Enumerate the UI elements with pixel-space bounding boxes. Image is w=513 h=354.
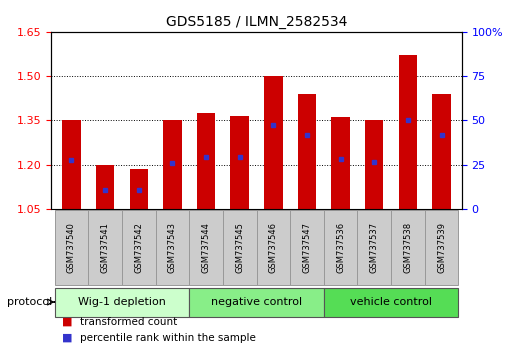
Bar (432, 94, 451, 209)
Bar (96, 165, 114, 209)
FancyBboxPatch shape (290, 210, 324, 285)
Text: GSM737542: GSM737542 (134, 222, 143, 273)
FancyBboxPatch shape (55, 210, 88, 285)
FancyBboxPatch shape (425, 210, 458, 285)
Text: transformed count: transformed count (80, 317, 177, 327)
Bar (331, 118, 350, 209)
Text: GSM737536: GSM737536 (336, 222, 345, 273)
FancyBboxPatch shape (122, 210, 155, 285)
Bar (129, 169, 148, 209)
Bar (298, 94, 316, 209)
Text: GSM737543: GSM737543 (168, 222, 177, 273)
FancyBboxPatch shape (223, 210, 256, 285)
Title: GDS5185 / ILMN_2582534: GDS5185 / ILMN_2582534 (166, 16, 347, 29)
Text: GSM737537: GSM737537 (370, 222, 379, 273)
Text: percentile rank within the sample: percentile rank within the sample (80, 333, 255, 343)
FancyBboxPatch shape (324, 288, 458, 317)
FancyBboxPatch shape (324, 210, 358, 285)
Text: negative control: negative control (211, 297, 302, 307)
FancyBboxPatch shape (55, 288, 189, 317)
Bar (163, 120, 182, 209)
Text: GSM737545: GSM737545 (235, 222, 244, 273)
Text: GSM737546: GSM737546 (269, 222, 278, 273)
Bar (264, 76, 283, 209)
FancyBboxPatch shape (155, 210, 189, 285)
Text: GSM737541: GSM737541 (101, 222, 110, 273)
Bar (230, 116, 249, 209)
Bar (197, 113, 215, 209)
FancyBboxPatch shape (189, 288, 324, 317)
Text: GSM737540: GSM737540 (67, 222, 76, 273)
Text: GSM737539: GSM737539 (437, 222, 446, 273)
FancyBboxPatch shape (88, 210, 122, 285)
Text: ■: ■ (62, 317, 72, 327)
Text: ■: ■ (62, 333, 72, 343)
Text: vehicle control: vehicle control (350, 297, 432, 307)
Bar (399, 56, 417, 209)
FancyBboxPatch shape (189, 210, 223, 285)
Bar (365, 120, 384, 209)
FancyBboxPatch shape (256, 210, 290, 285)
Text: GSM737544: GSM737544 (202, 222, 210, 273)
Text: Wig-1 depletion: Wig-1 depletion (78, 297, 166, 307)
Text: GSM737547: GSM737547 (303, 222, 311, 273)
FancyBboxPatch shape (358, 210, 391, 285)
Text: protocol: protocol (7, 297, 52, 307)
FancyBboxPatch shape (391, 210, 425, 285)
Bar (62, 120, 81, 209)
Text: GSM737538: GSM737538 (403, 222, 412, 273)
